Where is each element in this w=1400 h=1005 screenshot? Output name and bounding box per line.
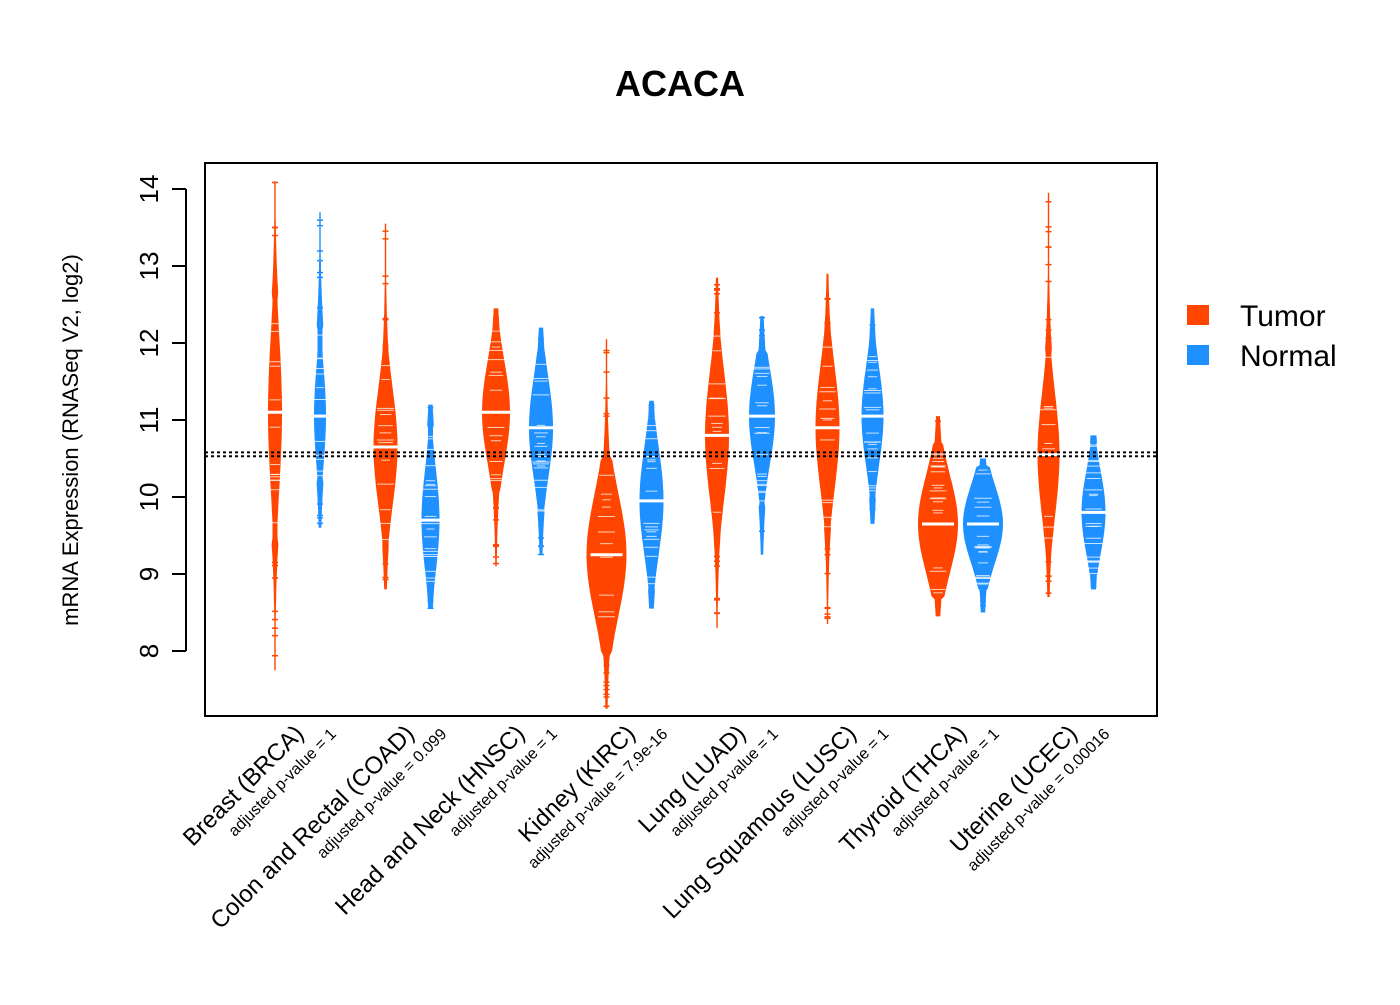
normal-violin-body bbox=[314, 212, 326, 528]
legend-swatch-tumor bbox=[1187, 305, 1209, 325]
normal-violin-body bbox=[421, 404, 440, 609]
y-tick-label: 13 bbox=[134, 252, 164, 281]
tumor-violin bbox=[480, 308, 512, 567]
tumor-violin-body bbox=[268, 181, 282, 671]
tumor-violin bbox=[586, 339, 627, 709]
tumor-violin-body bbox=[586, 339, 627, 709]
normal-violin-body bbox=[749, 316, 775, 555]
legend-label-tumor: Tumor bbox=[1240, 300, 1326, 333]
y-axis-label: mRNA Expression (RNASeq V2, log2) bbox=[58, 254, 83, 626]
legend-label-normal: Normal bbox=[1240, 340, 1337, 373]
tumor-violin bbox=[1032, 192, 1065, 598]
tumor-violin-body bbox=[482, 308, 510, 567]
tumor-violin bbox=[918, 416, 958, 617]
normal-violin bbox=[1077, 435, 1110, 590]
y-tick-label: 14 bbox=[134, 175, 164, 204]
normal-violin bbox=[525, 327, 557, 556]
tumor-violin bbox=[259, 181, 291, 671]
tumor-violin-body bbox=[918, 416, 958, 617]
tumor-violin bbox=[811, 273, 844, 625]
tumor-violin-body bbox=[373, 223, 398, 590]
plot-frame bbox=[204, 162, 1158, 717]
normal-violin-body bbox=[529, 327, 553, 555]
tumor-violin bbox=[369, 223, 402, 590]
normal-violin bbox=[304, 212, 336, 528]
normal-violin bbox=[635, 400, 668, 609]
tumor-violin-body bbox=[1037, 192, 1060, 598]
y-tick-label: 9 bbox=[134, 567, 164, 581]
y-tick-label: 8 bbox=[134, 644, 164, 658]
legend-swatch-normal bbox=[1187, 345, 1209, 365]
tumor-violin-body bbox=[815, 273, 840, 625]
normal-violin bbox=[746, 316, 778, 555]
normal-violin bbox=[963, 458, 1003, 613]
chart-title: ACACA bbox=[615, 63, 745, 104]
normal-violin bbox=[414, 404, 447, 610]
y-tick-label: 10 bbox=[134, 483, 164, 512]
normal-violin bbox=[856, 308, 889, 524]
y-tick-label: 11 bbox=[134, 407, 164, 434]
y-tick-label: 12 bbox=[134, 329, 164, 358]
normal-violin-body bbox=[963, 458, 1003, 613]
